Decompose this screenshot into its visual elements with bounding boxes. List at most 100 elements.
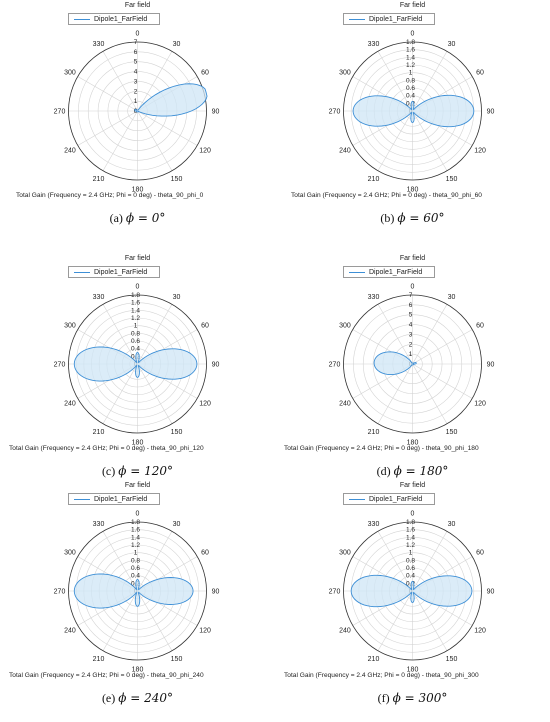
angle-tick-label: 300: [339, 550, 351, 557]
radial-tick-label: 1.2: [406, 542, 415, 549]
angle-tick-label: 270: [329, 589, 341, 596]
angle-tick-label: 90: [487, 109, 495, 116]
gain-pattern-trace: [373, 351, 417, 376]
gain-pattern-trace: [134, 83, 208, 117]
chart-subtitle: Total Gain (Frequency = 2.4 GHz; Phi = 0…: [16, 192, 204, 199]
radial-tick-label: 0.8: [406, 77, 415, 84]
legend-swatch: [349, 19, 365, 20]
angle-tick-label: 120: [474, 628, 486, 635]
radial-tick-label: 1.4: [131, 534, 140, 541]
angle-tick-label: 120: [474, 401, 486, 408]
legend-label: Dipole1_FarField: [94, 16, 148, 23]
angle-tick-label: 120: [199, 628, 211, 635]
legend-label: Dipole1_FarField: [369, 16, 423, 23]
caption-label: (b): [380, 211, 395, 225]
legend-box[interactable]: Dipole1_FarField: [68, 266, 160, 278]
legend-box[interactable]: Dipole1_FarField: [343, 13, 435, 25]
legend-box[interactable]: Dipole1_FarField: [68, 493, 160, 505]
angle-tick-label: 330: [93, 521, 105, 528]
radial-tick-label: 1.8: [131, 519, 140, 526]
angle-tick-label: 270: [54, 109, 66, 116]
grid-spoke: [102, 531, 138, 592]
radial-tick-label: 4: [409, 322, 413, 329]
grid-spoke: [102, 110, 138, 171]
caption-label: (f): [377, 691, 390, 705]
caption-label: (a): [109, 211, 123, 225]
caption-phi: ϕ = 120°: [118, 464, 174, 478]
grid-spoke: [137, 110, 173, 171]
angle-tick-label: 210: [368, 176, 380, 183]
grid-spoke: [102, 304, 138, 365]
caption-phi: ϕ = 0°: [125, 211, 166, 225]
outer-axis-circle: [343, 41, 482, 181]
legend-box[interactable]: Dipole1_FarField: [68, 13, 160, 25]
radial-tick-label: 1.6: [406, 47, 415, 54]
subfigure-caption: (e) ϕ = 240°: [0, 691, 275, 706]
grid-spoke: [102, 363, 138, 424]
legend-swatch: [74, 272, 90, 273]
grid-spoke: [377, 531, 413, 592]
radial-tick-label: 0.8: [406, 557, 415, 564]
chart-subtitle: Total Gain (Frequency = 2.4 GHz; Phi = 0…: [9, 672, 204, 679]
angle-tick-label: 330: [368, 521, 380, 528]
chart-subtitle: Total Gain (Frequency = 2.4 GHz; Phi = 0…: [284, 445, 479, 452]
legend-swatch: [349, 499, 365, 500]
angle-tick-label: 150: [446, 429, 458, 436]
angle-tick-label: 150: [446, 656, 458, 663]
angle-tick-label: 210: [368, 429, 380, 436]
angle-tick-label: 330: [93, 294, 105, 301]
angle-tick-label: 270: [329, 362, 341, 369]
radial-tick-label: 0.4: [406, 573, 415, 580]
outer-axis-circle: [343, 521, 482, 661]
radial-tick-label: 4: [134, 69, 138, 76]
radial-tick-label: 1: [134, 550, 138, 557]
angle-tick-label: 300: [64, 70, 76, 77]
angle-tick-label: 30: [448, 294, 456, 301]
radial-tick-label: 6: [134, 49, 138, 56]
radial-tick-label: 2: [134, 88, 138, 95]
legend-label: Dipole1_FarField: [94, 496, 148, 503]
grid-spoke: [412, 363, 473, 399]
angle-tick-label: 270: [54, 362, 66, 369]
grid-spoke: [137, 110, 198, 146]
polar-panel-b: Far field Dipole1_FarField 0 30 60 90 120 150…: [275, 0, 550, 241]
angle-tick-label: 240: [339, 628, 351, 635]
angle-tick-label: 60: [201, 70, 209, 77]
legend-box[interactable]: Dipole1_FarField: [343, 266, 435, 278]
angle-tick-label: 330: [368, 41, 380, 48]
angle-tick-label: 90: [212, 109, 220, 116]
gain-pattern-trace: [73, 573, 194, 609]
grid-spoke: [137, 363, 173, 424]
radial-tick-label: 1.6: [406, 527, 415, 534]
legend-box[interactable]: Dipole1_FarField: [343, 493, 435, 505]
angle-tick-label: 30: [173, 521, 181, 528]
angle-tick-label: 210: [93, 656, 105, 663]
angle-tick-label: 150: [171, 176, 183, 183]
chart-title: Far field: [399, 255, 426, 262]
subfigure-caption: (f) ϕ = 300°: [275, 691, 550, 706]
grid-spoke: [377, 590, 413, 651]
angle-tick-label: 90: [487, 589, 495, 596]
radial-tick-label: 1: [409, 550, 413, 557]
outer-axis-circle: [68, 41, 207, 181]
angle-tick-label: 180: [407, 440, 419, 447]
angle-tick-label: 0: [136, 31, 140, 38]
radial-tick-label: 1: [134, 323, 138, 330]
radial-tick-label: 1.6: [131, 527, 140, 534]
grid-spoke: [137, 304, 173, 365]
angle-tick-label: 210: [368, 656, 380, 663]
radial-tick-label: 6: [409, 302, 413, 309]
angle-tick-label: 120: [199, 148, 211, 155]
angle-tick-label: 30: [448, 41, 456, 48]
angle-tick-label: 240: [64, 628, 76, 635]
grid-spoke: [412, 110, 448, 171]
angle-tick-label: 90: [212, 362, 220, 369]
chart-subtitle: Total Gain (Frequency = 2.4 GHz; Phi = 0…: [9, 445, 204, 452]
angle-tick-label: 120: [474, 148, 486, 155]
chart-subtitle: Total Gain (Frequency = 2.4 GHz; Phi = 0…: [291, 192, 482, 199]
radial-tick-label: 0.6: [406, 85, 415, 92]
polar-panel-d: Far field Dipole1_FarField 0 30 60 90 120 150…: [275, 253, 550, 494]
radial-tick-label: 3: [409, 331, 413, 338]
chart-subtitle: Total Gain (Frequency = 2.4 GHz; Phi = 0…: [284, 672, 479, 679]
polar-plot-svg: 030609012015018021024027030033000.20.40.…: [329, 31, 495, 194]
